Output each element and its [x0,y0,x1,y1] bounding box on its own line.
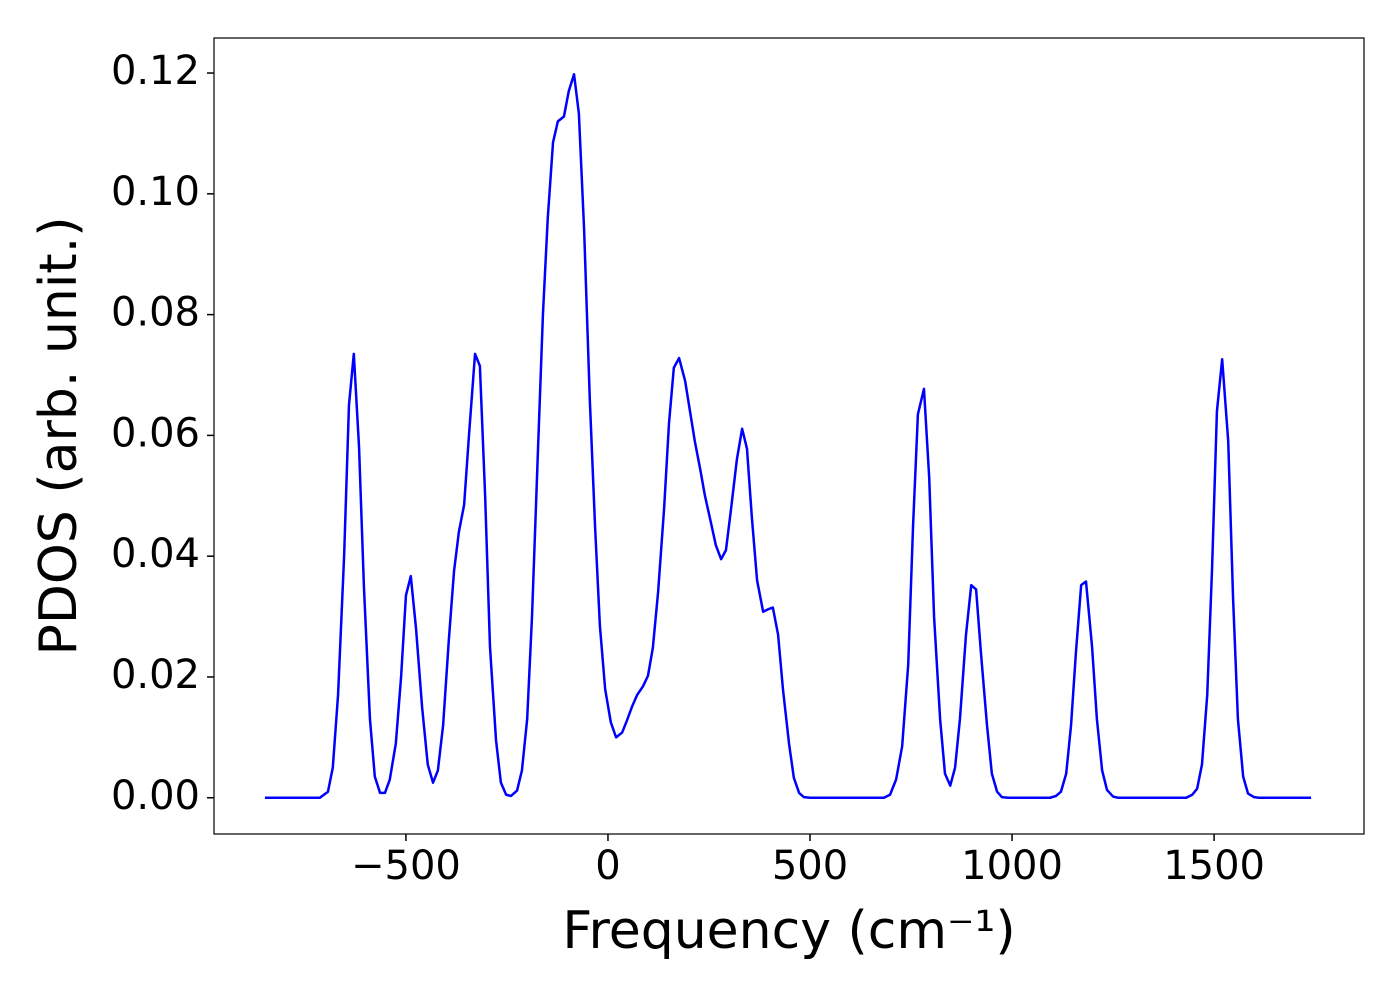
y-tick-label: 0.00 [111,773,200,819]
x-tick-label: 0 [595,843,620,889]
y-tick-label: 0.12 [111,48,200,94]
y-tick-label: 0.04 [111,531,200,577]
y-tick-label: 0.02 [111,652,200,698]
x-axis-label: Frequency (cm⁻¹) [562,901,1015,961]
y-axis-label: PDOS (arb. unit.) [29,216,89,655]
y-tick-label: 0.08 [111,290,200,336]
x-tick-label: −500 [351,843,461,889]
y-tick-label: 0.06 [111,410,200,456]
y-tick-label: 0.10 [111,169,200,215]
x-tick-label: 500 [772,843,848,889]
plot-frame [213,37,1365,835]
x-tick-label: 1000 [961,843,1063,889]
data-line [264,72,1312,800]
x-tick-label: 1500 [1163,843,1265,889]
